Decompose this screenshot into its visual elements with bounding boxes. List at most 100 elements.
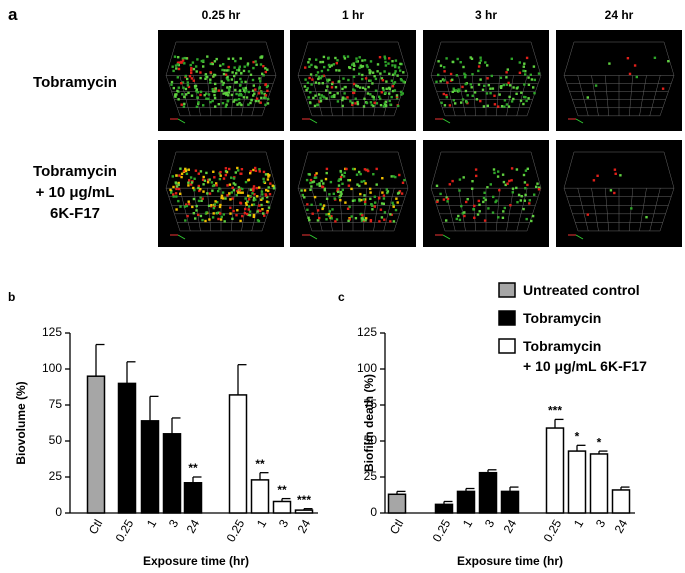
image-dot (483, 191, 486, 194)
image-dot (356, 102, 360, 106)
image-dot (255, 63, 258, 66)
y-tick-label: 25 (49, 469, 63, 483)
legend-swatch (498, 282, 516, 298)
image-dot (182, 105, 186, 108)
image-dot (231, 197, 234, 200)
image-dot (388, 92, 391, 95)
image-dot (194, 86, 197, 89)
bar (117, 382, 137, 514)
image-dot (187, 181, 190, 184)
image-dot (445, 96, 448, 99)
image-dot (319, 60, 322, 64)
image-dot (183, 205, 187, 208)
image-dot (484, 198, 487, 202)
image-dot (512, 97, 515, 101)
image-dot (247, 198, 251, 201)
image-dot (364, 88, 367, 91)
image-grid (430, 151, 442, 189)
image-dot (346, 207, 350, 210)
image-dot (385, 80, 388, 83)
image-dot (213, 93, 216, 97)
image-dot (229, 206, 232, 209)
image-dot (256, 195, 259, 198)
image-grid (397, 151, 409, 189)
image-dot (341, 87, 344, 91)
image-dot (369, 70, 372, 73)
image-dot (261, 193, 264, 196)
image-grid (179, 188, 191, 232)
image-dot (537, 72, 541, 75)
image-dot (372, 98, 376, 101)
column-header: 0.25 hr (202, 8, 241, 22)
image-dot (226, 100, 229, 103)
image-dot (196, 58, 199, 61)
image-grid (563, 75, 579, 116)
image-dot (237, 191, 240, 194)
image-dot (363, 97, 366, 100)
image-dot (249, 73, 253, 76)
image-dot (236, 209, 239, 212)
image-dot (222, 63, 225, 66)
image-dot (334, 220, 337, 223)
image-dot (364, 77, 368, 80)
image-dot (613, 191, 616, 195)
image-dot (395, 96, 399, 100)
image-dot (397, 66, 401, 69)
image-dot (235, 72, 238, 75)
image-dot (265, 200, 269, 203)
image-dot (247, 208, 250, 211)
image-dot (226, 86, 229, 89)
image-dot (336, 187, 339, 191)
image-dot (397, 191, 401, 194)
image-dot (311, 181, 314, 184)
image-dot (223, 220, 226, 223)
image-dot (231, 57, 235, 60)
image-dot (251, 89, 255, 92)
image-dot (203, 179, 207, 182)
image-dot (436, 199, 439, 202)
image-dot (224, 167, 228, 170)
image-dot (246, 64, 249, 67)
image-dot (446, 197, 450, 201)
image-dot (309, 188, 312, 191)
image-dot (209, 81, 212, 84)
image-dot (197, 213, 200, 216)
image-dot (244, 202, 248, 205)
image-dot (238, 65, 241, 68)
image-dot (192, 67, 196, 71)
image-dot (185, 57, 188, 60)
image-dot (174, 192, 178, 195)
image-dot (527, 76, 530, 79)
image-dot (224, 105, 228, 108)
image-dot (218, 177, 222, 181)
image-dot (435, 184, 439, 187)
image-dot (367, 85, 370, 89)
image-dot (497, 216, 500, 219)
image-dot (363, 59, 367, 62)
image-dot (196, 96, 199, 99)
image-dot (341, 97, 345, 100)
bar (434, 503, 454, 514)
image-dot (238, 89, 242, 93)
image-dot (228, 88, 231, 92)
image-dot (371, 71, 375, 74)
image-dot (355, 57, 358, 60)
image-dot (224, 170, 228, 173)
image-dot (249, 101, 252, 105)
image-dot (511, 191, 514, 194)
significance-label: ** (188, 461, 198, 475)
image-dot (244, 207, 247, 211)
image-dot (188, 179, 191, 182)
image-dot (236, 166, 239, 170)
image-dot (266, 211, 269, 214)
image-dot (370, 103, 373, 107)
bar (478, 471, 498, 514)
image-dot (398, 190, 402, 193)
image-dot (461, 85, 464, 89)
image-dot (482, 200, 485, 204)
image-dot (493, 94, 496, 97)
image-dot (471, 73, 474, 76)
image-dot (272, 187, 276, 190)
image-dot (362, 105, 366, 108)
image-dot (391, 85, 395, 88)
